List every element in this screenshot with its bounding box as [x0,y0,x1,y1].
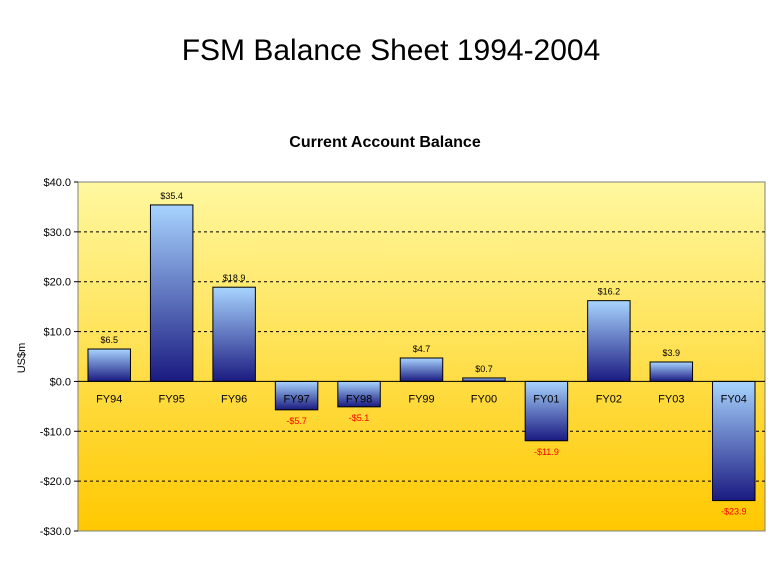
chart-title: Current Account Balance [289,134,481,151]
data-label: $16.2 [598,287,621,297]
x-category-label: FY02 [596,393,622,405]
slide-title: FSM Balance Sheet 1994-2004 [181,34,601,67]
data-label: $35.4 [160,191,183,201]
y-axis-title: US$m [16,343,28,374]
data-label: -$23.9 [721,507,747,517]
y-tick-label: $40.0 [43,177,71,189]
bar-fy02 [587,300,631,382]
x-category-label: FY94 [96,393,122,405]
data-label: $0.7 [475,364,493,374]
x-category-label: FY97 [283,393,309,405]
x-category-label: FY99 [408,393,434,405]
x-category-label: FY03 [658,393,684,405]
bars [87,204,756,502]
y-tick-label: -$20.0 [40,476,71,488]
bar-fy94 [87,348,131,382]
bar-fy95 [149,204,194,382]
x-category-label: FY95 [159,393,185,405]
data-label: -$5.1 [349,413,370,423]
y-tick-label: $30.0 [43,227,71,239]
data-label: $18.9 [223,273,246,283]
y-axis-ticks: $40.0 $30.0 $20.0 $10.0 $0.0 -$10.0 -$20.0 -$30… [40,177,78,538]
x-category-label: FY98 [346,393,372,405]
y-tick-label: -$30.0 [40,526,71,538]
data-label: $4.7 [413,344,431,354]
x-category-label: FY04 [721,393,747,405]
bar-fy04 [712,380,756,502]
y-tick-label: $10.0 [43,327,71,339]
x-category-label: FY01 [533,393,559,405]
x-category-label: FY96 [221,393,247,405]
bar-fy96 [212,286,256,382]
bar-fy00 [462,377,506,382]
y-tick-label: $0.0 [50,376,71,388]
data-label: -$11.9 [534,447,559,457]
bar-fy01 [524,380,569,442]
bar-fy03 [649,361,694,382]
data-label: $3.9 [663,348,681,358]
x-category-label: FY00 [471,393,497,405]
data-label: $6.5 [100,335,118,345]
y-tick-label: -$10.0 [40,426,71,438]
bar-fy97 [274,380,319,411]
data-labels: $6.5 $35.4 $18.9 -$5.7 -$5.1 $4.7 $0.7 -$11.9 $1… [100,191,746,517]
data-label: -$5.7 [286,416,307,426]
bar-fy99 [399,357,444,382]
y-tick-label: $20.0 [43,277,71,289]
x-axis-categories: FY94 FY95 FY96 FY97 FY98 FY99 FY00 FY01 FY02 FY03… [96,393,747,405]
